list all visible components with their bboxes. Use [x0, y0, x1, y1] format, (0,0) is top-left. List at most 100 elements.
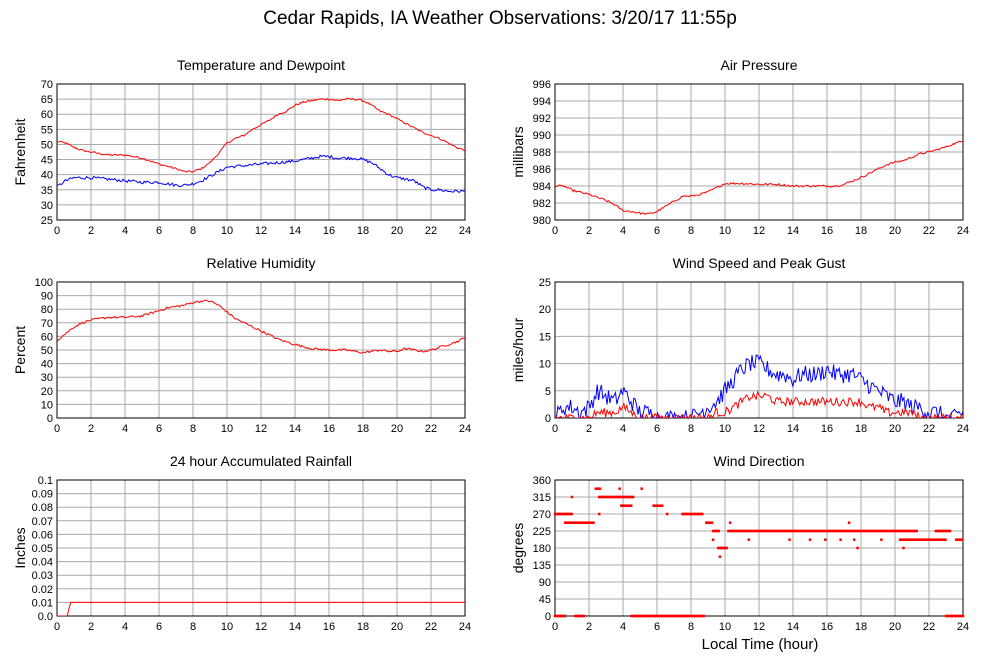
direction-point — [610, 495, 614, 499]
direction-point — [826, 529, 829, 533]
direction-point — [831, 529, 835, 533]
direction-point — [908, 529, 911, 533]
direction-point — [635, 614, 639, 618]
direction-point — [854, 529, 858, 533]
direction-point — [814, 529, 818, 533]
direction-point — [772, 529, 775, 533]
y-tick-label: 50 — [41, 139, 53, 151]
x-tick-label: 22 — [923, 225, 935, 237]
direction-point — [676, 614, 680, 618]
direction-point — [836, 529, 839, 533]
direction-point — [585, 521, 588, 524]
y-tick-label: 180 — [533, 543, 551, 555]
direction-point — [947, 614, 951, 618]
direction-point — [602, 495, 605, 499]
x-tick-label: 0 — [552, 621, 558, 633]
x-axis-label-local-time: Local Time (hour) — [701, 636, 819, 653]
direction-point — [568, 521, 571, 524]
direction-point — [588, 521, 591, 524]
direction-point — [925, 538, 929, 541]
direction-point — [860, 529, 863, 533]
x-tick-label: 16 — [323, 621, 335, 633]
direction-point — [629, 504, 633, 507]
direction-point — [699, 614, 703, 618]
direction-point — [792, 529, 795, 533]
y-tick-label: 0 — [47, 413, 53, 425]
direction-point — [903, 538, 906, 541]
direction-point — [898, 538, 902, 541]
direction-point — [624, 504, 627, 507]
direction-point — [948, 529, 952, 533]
y-tick-label: 100 — [35, 277, 53, 289]
direction-point — [734, 529, 737, 533]
x-tick-label: 8 — [688, 621, 694, 633]
direction-point — [718, 555, 722, 558]
direction-point — [567, 512, 571, 516]
direction-point — [800, 529, 804, 533]
direction-point — [742, 529, 746, 533]
direction-point — [659, 614, 663, 618]
x-tick-label: 0 — [552, 423, 558, 435]
x-tick-label: 8 — [190, 423, 196, 435]
y-tick-label: 0.04 — [32, 557, 53, 569]
direction-point — [922, 538, 926, 541]
direction-point — [905, 538, 909, 541]
direction-point — [937, 538, 940, 541]
direction-point — [693, 512, 697, 516]
direction-point — [560, 614, 564, 618]
direction-point — [934, 538, 937, 541]
x-tick-label: 20 — [889, 225, 901, 237]
direction-point — [685, 512, 688, 516]
x-tick-label: 14 — [787, 225, 799, 237]
direction-point — [846, 529, 849, 533]
direction-point — [562, 614, 565, 618]
direction-point — [827, 529, 831, 533]
direction-point — [640, 487, 643, 490]
direction-point — [716, 529, 719, 533]
direction-point — [655, 614, 659, 618]
direction-point — [917, 538, 920, 541]
y-tick-label: 0.03 — [32, 570, 53, 582]
direction-point — [622, 504, 626, 507]
direction-point — [870, 529, 873, 533]
direction-point — [944, 614, 948, 618]
direction-point — [841, 529, 845, 533]
direction-point — [706, 521, 709, 524]
direction-point — [954, 538, 958, 541]
direction-point — [570, 495, 574, 499]
direction-point — [686, 512, 690, 516]
direction-point — [946, 614, 949, 618]
direction-point — [682, 512, 686, 516]
y-tick-label: 0.0 — [38, 611, 53, 623]
chart-title: Temperature and Dewpoint — [177, 57, 345, 73]
direction-point — [553, 614, 557, 618]
direction-point — [623, 495, 626, 499]
direction-point — [808, 538, 812, 541]
direction-point — [853, 529, 856, 533]
direction-point — [932, 538, 936, 541]
direction-point — [732, 529, 736, 533]
direction-point — [553, 512, 557, 516]
y-tick-label: 0.06 — [32, 529, 53, 541]
direction-point — [945, 529, 949, 533]
direction-point — [908, 538, 912, 541]
direction-point — [555, 512, 558, 516]
direction-point — [865, 529, 869, 533]
direction-point — [627, 504, 630, 507]
y-axis-label: miles/hour — [510, 317, 526, 382]
x-tick-label: 20 — [391, 225, 403, 237]
direction-point — [634, 614, 637, 618]
direction-point — [890, 529, 893, 533]
x-tick-label: 2 — [88, 225, 94, 237]
y-tick-label: 60 — [41, 109, 53, 121]
direction-point — [914, 538, 917, 541]
x-tick-label: 24 — [459, 225, 471, 237]
y-tick-label: 992 — [533, 113, 551, 125]
direction-point — [779, 529, 783, 533]
direction-point — [775, 529, 778, 533]
direction-point — [878, 529, 882, 533]
plot-frame — [554, 83, 964, 221]
direction-point — [573, 521, 577, 524]
direction-point — [630, 495, 634, 499]
direction-point — [805, 529, 808, 533]
